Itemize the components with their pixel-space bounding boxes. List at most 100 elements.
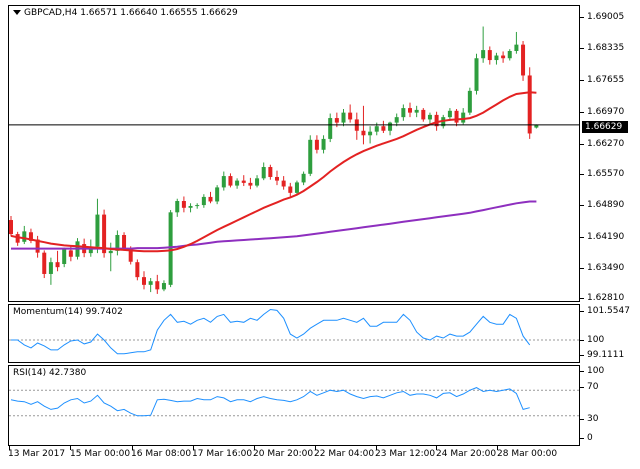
candle-body bbox=[454, 110, 459, 123]
momentum-axis: 101.5547 100 99.1111 bbox=[580, 304, 640, 363]
candle-body bbox=[128, 248, 133, 262]
time-tick: 24 Mar 20:00 bbox=[436, 449, 497, 459]
candle-body bbox=[514, 44, 519, 51]
candle-body bbox=[195, 205, 200, 207]
momentum-level: 101.5547 bbox=[587, 306, 630, 316]
candle-body bbox=[102, 214, 107, 254]
candle-body bbox=[308, 139, 313, 174]
candle-body bbox=[427, 114, 432, 120]
price-tick: 1.62810 bbox=[587, 293, 625, 303]
candle-body bbox=[35, 239, 40, 253]
candle-body bbox=[248, 182, 253, 186]
candle-body bbox=[62, 249, 67, 264]
candle-body bbox=[148, 281, 153, 285]
ohlc-high: 1.66640 bbox=[120, 8, 158, 18]
candle-body bbox=[447, 110, 452, 118]
candle-body bbox=[414, 109, 419, 113]
candle-body bbox=[88, 246, 93, 254]
candle-body bbox=[208, 196, 213, 202]
candle-body bbox=[268, 167, 273, 177]
time-tick: 20 Mar 20:00 bbox=[253, 449, 314, 459]
momentum-line bbox=[11, 308, 531, 355]
candle-body bbox=[348, 112, 353, 120]
price-tick: 1.66270 bbox=[587, 139, 625, 149]
time-tick: 13 Mar 2017 bbox=[8, 449, 66, 459]
candle-body bbox=[201, 196, 206, 206]
candle-body bbox=[42, 252, 47, 274]
candle-body bbox=[421, 109, 426, 120]
rsi-title: RSI(14) 42.7380 bbox=[13, 368, 87, 378]
fast-moving-average-line bbox=[10, 91, 537, 253]
candle-body bbox=[228, 176, 233, 186]
rsi-level: 0 bbox=[587, 433, 593, 443]
current-price-tag: 1.66629 bbox=[582, 121, 628, 133]
momentum-title: Momentum(14) 99.7402 bbox=[13, 307, 123, 317]
candle-body bbox=[507, 50, 512, 59]
price-tick: 1.64190 bbox=[587, 232, 625, 242]
candle-body bbox=[388, 122, 393, 131]
candle-body bbox=[361, 130, 366, 136]
candle-body bbox=[275, 176, 279, 181]
candle-body bbox=[461, 112, 466, 123]
candle-body bbox=[334, 118, 339, 123]
candle-body bbox=[474, 58, 479, 91]
candle-body bbox=[235, 180, 240, 186]
candle-body bbox=[501, 55, 506, 59]
momentum-pane[interactable]: Momentum(14) 99.7402 bbox=[8, 304, 580, 363]
price-tick: 1.67655 bbox=[587, 75, 625, 85]
rsi-level: 30 bbox=[587, 414, 599, 424]
candle-body bbox=[168, 212, 173, 285]
candle-body bbox=[301, 173, 306, 183]
candle-body bbox=[341, 112, 346, 123]
candle-body bbox=[467, 90, 472, 113]
slow-moving-average-line bbox=[11, 200, 537, 250]
candle-body bbox=[115, 234, 120, 251]
candle-body bbox=[188, 205, 193, 208]
time-tick: 28 Mar 00:00 bbox=[497, 449, 558, 459]
candle-body bbox=[521, 44, 526, 76]
candle-body bbox=[122, 234, 127, 249]
rsi-axis: 100 70 30 0 bbox=[580, 365, 640, 446]
rsi-line bbox=[10, 387, 530, 417]
candle-body bbox=[481, 50, 486, 59]
candle-body bbox=[255, 178, 260, 186]
candle-body bbox=[368, 131, 373, 136]
candle-body bbox=[288, 186, 293, 193]
price-tick: 1.69005 bbox=[587, 12, 625, 22]
chart-title: GBPCAD,H4 1.66571 1.66640 1.66555 1.6662… bbox=[13, 8, 238, 18]
candle-body bbox=[381, 126, 386, 131]
momentum-level: 99.1111 bbox=[587, 350, 625, 360]
chart-menu-arrow-icon[interactable] bbox=[13, 10, 21, 15]
rsi-level: 70 bbox=[587, 382, 599, 392]
time-tick: 23 Mar 12:00 bbox=[375, 449, 436, 459]
candle-body bbox=[401, 108, 406, 118]
candle-body bbox=[215, 187, 220, 202]
candle-body bbox=[161, 283, 166, 290]
time-tick: 17 Mar 16:00 bbox=[192, 449, 253, 459]
candle-body bbox=[55, 262, 60, 268]
price-tick: 1.63490 bbox=[587, 263, 625, 273]
candle-body bbox=[9, 220, 13, 235]
candle-body bbox=[534, 124, 539, 128]
time-tick: 22 Mar 04:00 bbox=[314, 449, 375, 459]
price-axis: 1.69005 1.68335 1.67655 1.66970 1.66270 … bbox=[580, 5, 640, 303]
symbol-label: GBPCAD,H4 bbox=[24, 8, 78, 18]
candle-body bbox=[221, 176, 226, 188]
rsi-level: 100 bbox=[587, 366, 605, 376]
candle-body bbox=[487, 50, 492, 61]
candle-body bbox=[48, 262, 53, 274]
ohlc-close: 1.66629 bbox=[200, 8, 238, 18]
candle-body bbox=[374, 126, 379, 132]
candle-body bbox=[328, 118, 333, 139]
price-tick: 1.68335 bbox=[587, 43, 625, 53]
candle-body bbox=[294, 182, 299, 193]
candle-body bbox=[142, 277, 146, 285]
rsi-pane[interactable]: RSI(14) 42.7380 bbox=[8, 365, 580, 446]
candle-body bbox=[135, 262, 140, 278]
candle-body bbox=[434, 114, 439, 127]
candle-body bbox=[261, 167, 266, 179]
price-tick: 1.66970 bbox=[587, 107, 625, 117]
price-tick: 1.65570 bbox=[587, 169, 625, 179]
candle-body bbox=[241, 180, 246, 183]
